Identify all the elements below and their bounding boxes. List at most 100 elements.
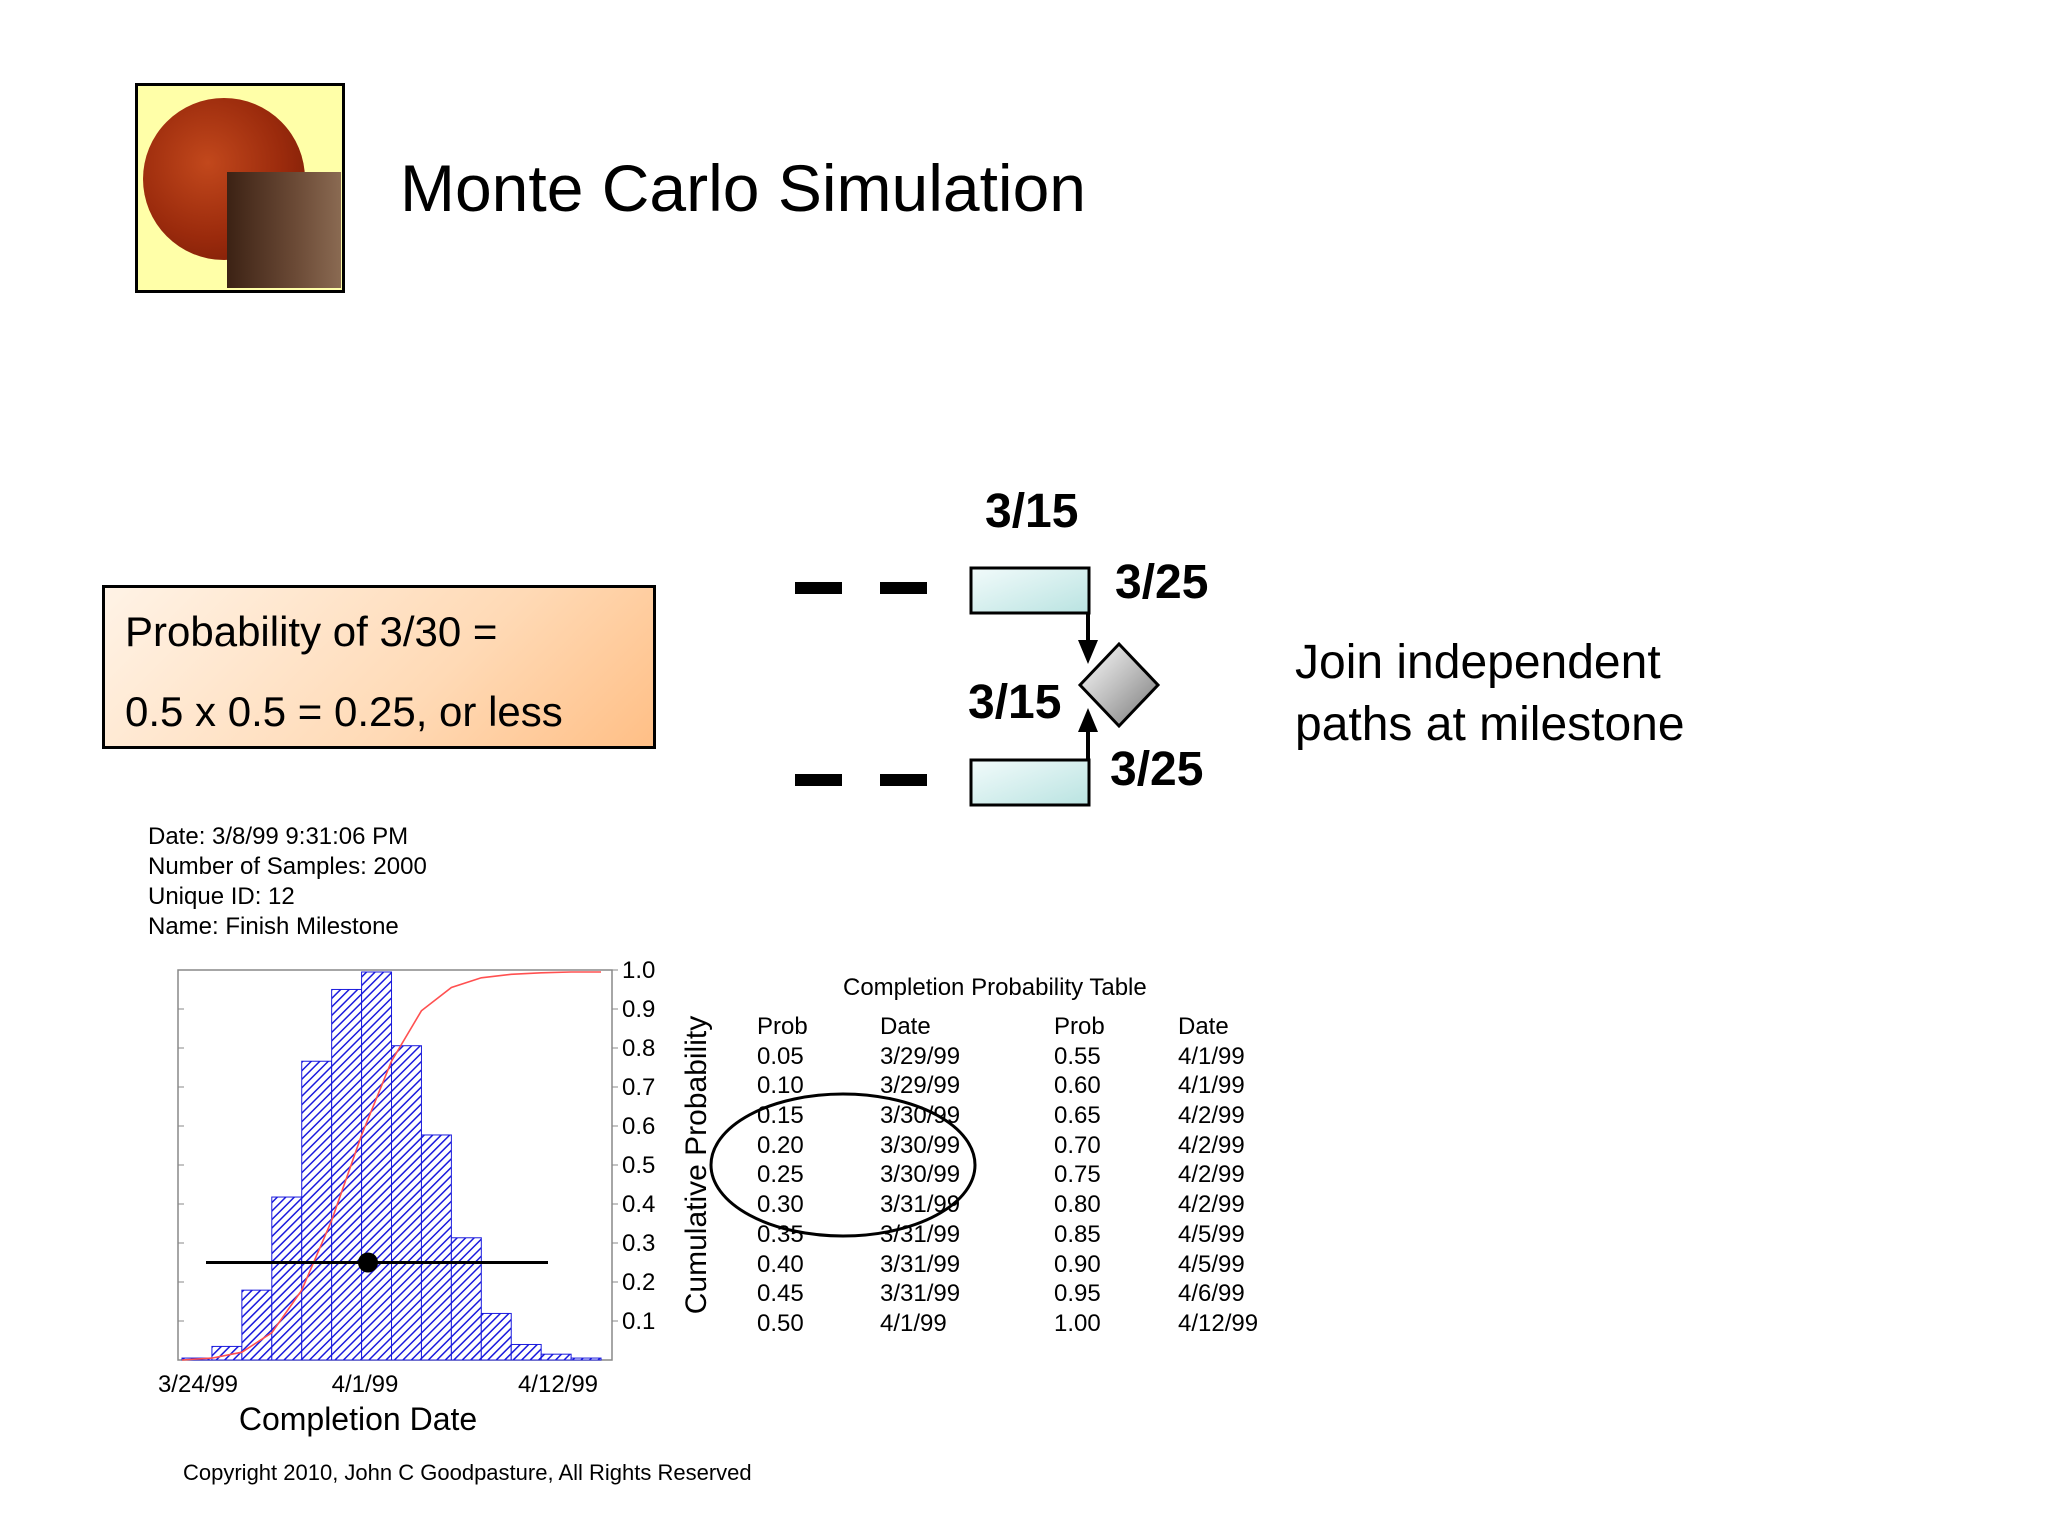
table-cell-date: 4/2/99 [1178, 1161, 1245, 1189]
table-cell-prob: 1.00 [1054, 1309, 1101, 1337]
join-text-line-1: Join independent [1295, 636, 1661, 689]
table-cell-date: 4/1/99 [1178, 1042, 1245, 1070]
histogram-bar [570, 1357, 602, 1361]
y-tick-label: 0.9 [622, 996, 655, 1023]
table-cell-date: 3/31/99 [880, 1220, 961, 1248]
dash-bottom-1 [795, 774, 842, 786]
table-cell-date: 4/2/99 [1178, 1102, 1245, 1130]
table-cell-prob: 0.60 [1054, 1072, 1101, 1100]
table-cell-date: 3/29/99 [880, 1042, 961, 1070]
top-end-date: 3/25 [1115, 556, 1209, 609]
y-tick-label: 0.1 [622, 1308, 655, 1335]
table-column-prob-right: Prob 0.55 0.60 0.65 0.70 0.75 0.80 0.85 0.90 0.95… [1054, 1012, 1105, 1339]
histogram-bar [391, 1045, 422, 1361]
table-cell-prob: 0.05 [757, 1042, 804, 1070]
histogram-bar [540, 1353, 572, 1361]
probability-line-2: 0.5 x 0.5 = 0.25, or less [125, 688, 563, 735]
table-cell-date: 3/30/99 [880, 1161, 961, 1189]
top-start-date: 3/15 [985, 485, 1079, 538]
arrow-bottom-head [1078, 708, 1098, 732]
dash-top-1 [795, 582, 842, 594]
info-date: Date: 3/8/99 9:31:06 PM [148, 823, 409, 850]
histogram-bar [301, 1060, 333, 1361]
table-cell-date: 3/30/99 [880, 1131, 961, 1159]
table-cell-prob: 0.50 [757, 1309, 804, 1337]
bottom-end-date: 3/25 [1110, 743, 1204, 796]
table-cell-prob: 0.10 [757, 1072, 804, 1100]
y-tick-label: 0.6 [622, 1113, 655, 1140]
dash-top-2 [880, 582, 927, 594]
table-cell-prob: 0.40 [757, 1250, 804, 1278]
table-cell-date: 4/5/99 [1178, 1220, 1245, 1248]
table-cell-date: 4/5/99 [1178, 1250, 1245, 1278]
histogram-bar [271, 1196, 303, 1361]
table-title: Completion Probability Table [843, 974, 1147, 1001]
x-tick-label: 4/12/99 [518, 1371, 598, 1398]
y-tick-label: 0.5 [622, 1152, 655, 1179]
task-top [969, 566, 1091, 615]
table-cell-date: 3/29/99 [880, 1072, 961, 1100]
x-tick-label: 4/1/99 [332, 1371, 399, 1398]
table-cell-date: 4/6/99 [1178, 1280, 1245, 1308]
histogram-bar [420, 1134, 452, 1361]
join-text-line-2: paths at milestone [1295, 698, 1685, 751]
table-cell-prob: 0.85 [1054, 1220, 1101, 1248]
histogram-bar [450, 1237, 482, 1361]
table-cell-date: 4/2/99 [1178, 1191, 1245, 1219]
table-cell-prob: 0.80 [1054, 1191, 1101, 1219]
info-name: Name: Finish Milestone [148, 913, 399, 940]
y-tick-label: 0.2 [622, 1269, 655, 1296]
table-header: Prob [1054, 1013, 1105, 1040]
info-samples: Number of Samples: 2000 [148, 853, 427, 880]
table-cell-prob: 0.30 [757, 1191, 804, 1219]
table-cell-prob: 0.65 [1054, 1102, 1101, 1130]
table-cell-prob: 0.70 [1054, 1131, 1101, 1159]
histogram-bar [361, 971, 393, 1361]
y-tick-label: 1.0 [622, 960, 655, 984]
table-cell-prob: 0.20 [757, 1131, 804, 1159]
table-cell-date: 4/12/99 [1178, 1309, 1259, 1337]
x-axis-label: Completion Date [239, 1401, 477, 1437]
table-cell-date: 3/31/99 [880, 1191, 961, 1219]
network-diagram [795, 566, 1161, 807]
table-cell-prob: 0.45 [757, 1280, 804, 1308]
y-axis-label: Cumulative Probability [680, 1016, 713, 1314]
probability-line-1: Probability of 3/30 = [125, 608, 498, 655]
table-header: Date [880, 1013, 931, 1040]
y-tick-label: 0.4 [622, 1191, 655, 1218]
table-column-prob-left: Prob 0.05 0.10 0.15 0.20 0.25 0.30 0.35 0.40 0.45… [757, 1012, 808, 1339]
table-column-date-left: Date 3/29/99 3/29/99 3/30/99 3/30/99 3/30/99 3… [880, 1012, 960, 1339]
slide-title: Monte Carlo Simulation [400, 151, 1086, 225]
table-cell-prob: 0.35 [757, 1220, 804, 1248]
probability-marker-dot [358, 1252, 378, 1273]
table-header: Date [1178, 1013, 1229, 1040]
table-cell-prob: 0.95 [1054, 1280, 1101, 1308]
join-text: Join independent paths at milestone [1295, 632, 1685, 756]
x-tick-label: 3/24/99 [158, 1371, 238, 1398]
cumulative-curve [181, 971, 601, 1361]
logo [135, 83, 345, 293]
milestone-diamond [1077, 641, 1161, 729]
table-cell-date: 4/2/99 [1178, 1131, 1245, 1159]
info-unique-id: Unique ID: 12 [148, 883, 295, 910]
table-cell-prob: 0.25 [757, 1161, 804, 1189]
highlight-ellipse [709, 1092, 977, 1238]
table-cell-prob: 0.55 [1054, 1042, 1101, 1070]
histogram-bar [480, 1312, 512, 1361]
table-column-date-right: Date 4/1/99 4/1/99 4/2/99 4/2/99 4/2/99 4/2/99… [1178, 1012, 1258, 1339]
y-tick-label: 0.3 [622, 1230, 655, 1257]
table-cell-date: 3/31/99 [880, 1250, 961, 1278]
table-cell-date: 4/1/99 [1178, 1072, 1245, 1100]
table-cell-prob: 0.75 [1054, 1161, 1101, 1189]
completion-histogram: 1.0 0.9 0.8 0.7 0.6 0.5 0.4 0.3 0.2 0.1 3/24/99 4/1… [158, 960, 713, 1437]
dash-bottom-2 [880, 774, 927, 786]
histogram-bar [331, 988, 363, 1361]
simulation-info: Date: 3/8/99 9:31:06 PM Number of Sample… [148, 822, 427, 942]
logo-square [227, 172, 341, 288]
arrow-top-head [1078, 640, 1098, 664]
bottom-start-date: 3/15 [968, 676, 1062, 729]
table-cell-date: 4/1/99 [880, 1309, 947, 1337]
probability-box: Probability of 3/30 = 0.5 x 0.5 = 0.25, … [102, 585, 656, 749]
table-header: Prob [757, 1013, 808, 1040]
table-cell-date: 3/31/99 [880, 1280, 961, 1308]
